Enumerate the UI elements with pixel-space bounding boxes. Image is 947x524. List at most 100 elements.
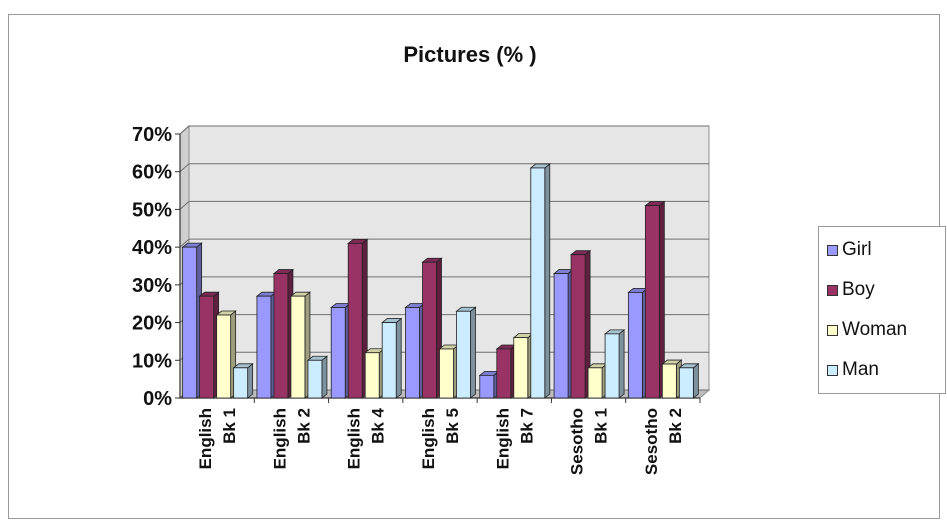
- x-tick-label: Bk 2: [666, 408, 685, 444]
- bar: [512, 332, 534, 399]
- y-tick-label: 0%: [143, 388, 172, 410]
- x-tick-label: Sesotho: [568, 408, 587, 475]
- legend-swatch: [827, 364, 838, 376]
- bar-front: [330, 307, 346, 399]
- bar-front: [216, 314, 232, 399]
- bar-side: [544, 163, 551, 399]
- y-tick-label: 40%: [132, 237, 172, 259]
- bar-front: [233, 367, 249, 399]
- bar: [678, 362, 700, 399]
- bar-side: [321, 355, 328, 399]
- bar-front: [570, 254, 586, 399]
- bar: [347, 238, 369, 399]
- bar-front: [661, 363, 677, 399]
- bar: [421, 257, 443, 399]
- bar-front: [678, 367, 694, 399]
- bar: [569, 249, 592, 399]
- bar-front: [405, 307, 420, 399]
- x-tick-label: Bk 7: [517, 408, 536, 444]
- bar-side: [247, 362, 254, 399]
- x-tick-label: English: [345, 408, 364, 469]
- bar-front: [553, 273, 569, 399]
- legend-label: Man: [842, 359, 879, 380]
- bar-front: [307, 359, 323, 399]
- bar-front: [182, 246, 198, 399]
- bar: [272, 268, 295, 399]
- bar: [255, 291, 278, 399]
- bar-side: [395, 317, 402, 399]
- bar-front: [496, 348, 512, 399]
- x-tick-label: Bk 1: [220, 408, 239, 444]
- bar-front: [422, 261, 437, 399]
- bar-front: [479, 374, 495, 399]
- legend-item: Girl: [827, 237, 872, 263]
- x-tick-label: Bk 5: [443, 408, 462, 444]
- bar: [455, 306, 477, 399]
- bar-front: [347, 242, 363, 399]
- y-tick-label: 60%: [132, 162, 172, 184]
- bar: [289, 291, 312, 399]
- bar: [552, 268, 575, 399]
- bar: [381, 317, 403, 399]
- bar-front: [199, 295, 215, 399]
- bar: [438, 344, 460, 399]
- bar: [306, 355, 329, 399]
- bar: [603, 329, 626, 399]
- y-tick-label: 50%: [132, 199, 172, 221]
- bar-front: [290, 295, 306, 399]
- y-tick-label: 70%: [132, 124, 172, 146]
- legend-label: Boy: [842, 279, 875, 300]
- bar-front: [644, 205, 660, 399]
- gridline: [179, 125, 709, 135]
- y-tick-label: 10%: [132, 350, 172, 372]
- bar-front: [381, 322, 397, 399]
- y-tick-label: 30%: [132, 275, 172, 297]
- bar-side: [692, 362, 699, 399]
- bar: [495, 344, 517, 399]
- bar-front: [627, 291, 643, 399]
- bar: [198, 291, 220, 399]
- x-tick-label: English: [196, 408, 215, 469]
- bar-front: [530, 167, 546, 399]
- bar-side: [470, 306, 476, 399]
- bar-front: [364, 352, 380, 399]
- bar-front: [604, 333, 620, 399]
- x-tick-label: Bk 1: [592, 408, 611, 444]
- bar: [181, 242, 203, 399]
- bar: [330, 302, 352, 399]
- bar: [478, 370, 500, 399]
- bar-front: [256, 295, 272, 399]
- legend-item: Woman: [827, 317, 907, 343]
- bar: [215, 310, 237, 399]
- x-tick-label: Bk 4: [369, 407, 388, 443]
- bar: [627, 287, 649, 399]
- bar: [644, 200, 666, 399]
- x-tick-label: Bk 2: [294, 408, 313, 444]
- bar-front: [513, 337, 529, 399]
- bar: [232, 362, 254, 399]
- bar: [661, 359, 683, 399]
- legend-label: Girl: [842, 239, 872, 260]
- x-tick-label: English: [419, 408, 438, 469]
- bar-side: [618, 329, 625, 399]
- bar: [404, 302, 426, 399]
- bar-front: [456, 310, 471, 399]
- legend-swatch: [827, 244, 838, 256]
- x-tick-label: Sesotho: [642, 408, 661, 475]
- legend-item: Boy: [827, 277, 875, 303]
- legend-swatch: [827, 324, 838, 336]
- x-tick-label: English: [270, 408, 289, 469]
- bar: [364, 347, 386, 399]
- legend-item: Man: [827, 357, 879, 383]
- bar-front: [587, 367, 603, 399]
- x-tick-label: English: [493, 408, 512, 469]
- legend-label: Woman: [842, 319, 908, 340]
- bar: [586, 362, 609, 399]
- y-tick-label: 20%: [132, 313, 172, 335]
- bar-front: [439, 348, 454, 399]
- bar-front: [273, 273, 289, 399]
- bar: [529, 163, 551, 399]
- legend-swatch: [827, 284, 838, 296]
- chart-title: Pictures (% ): [403, 42, 537, 67]
